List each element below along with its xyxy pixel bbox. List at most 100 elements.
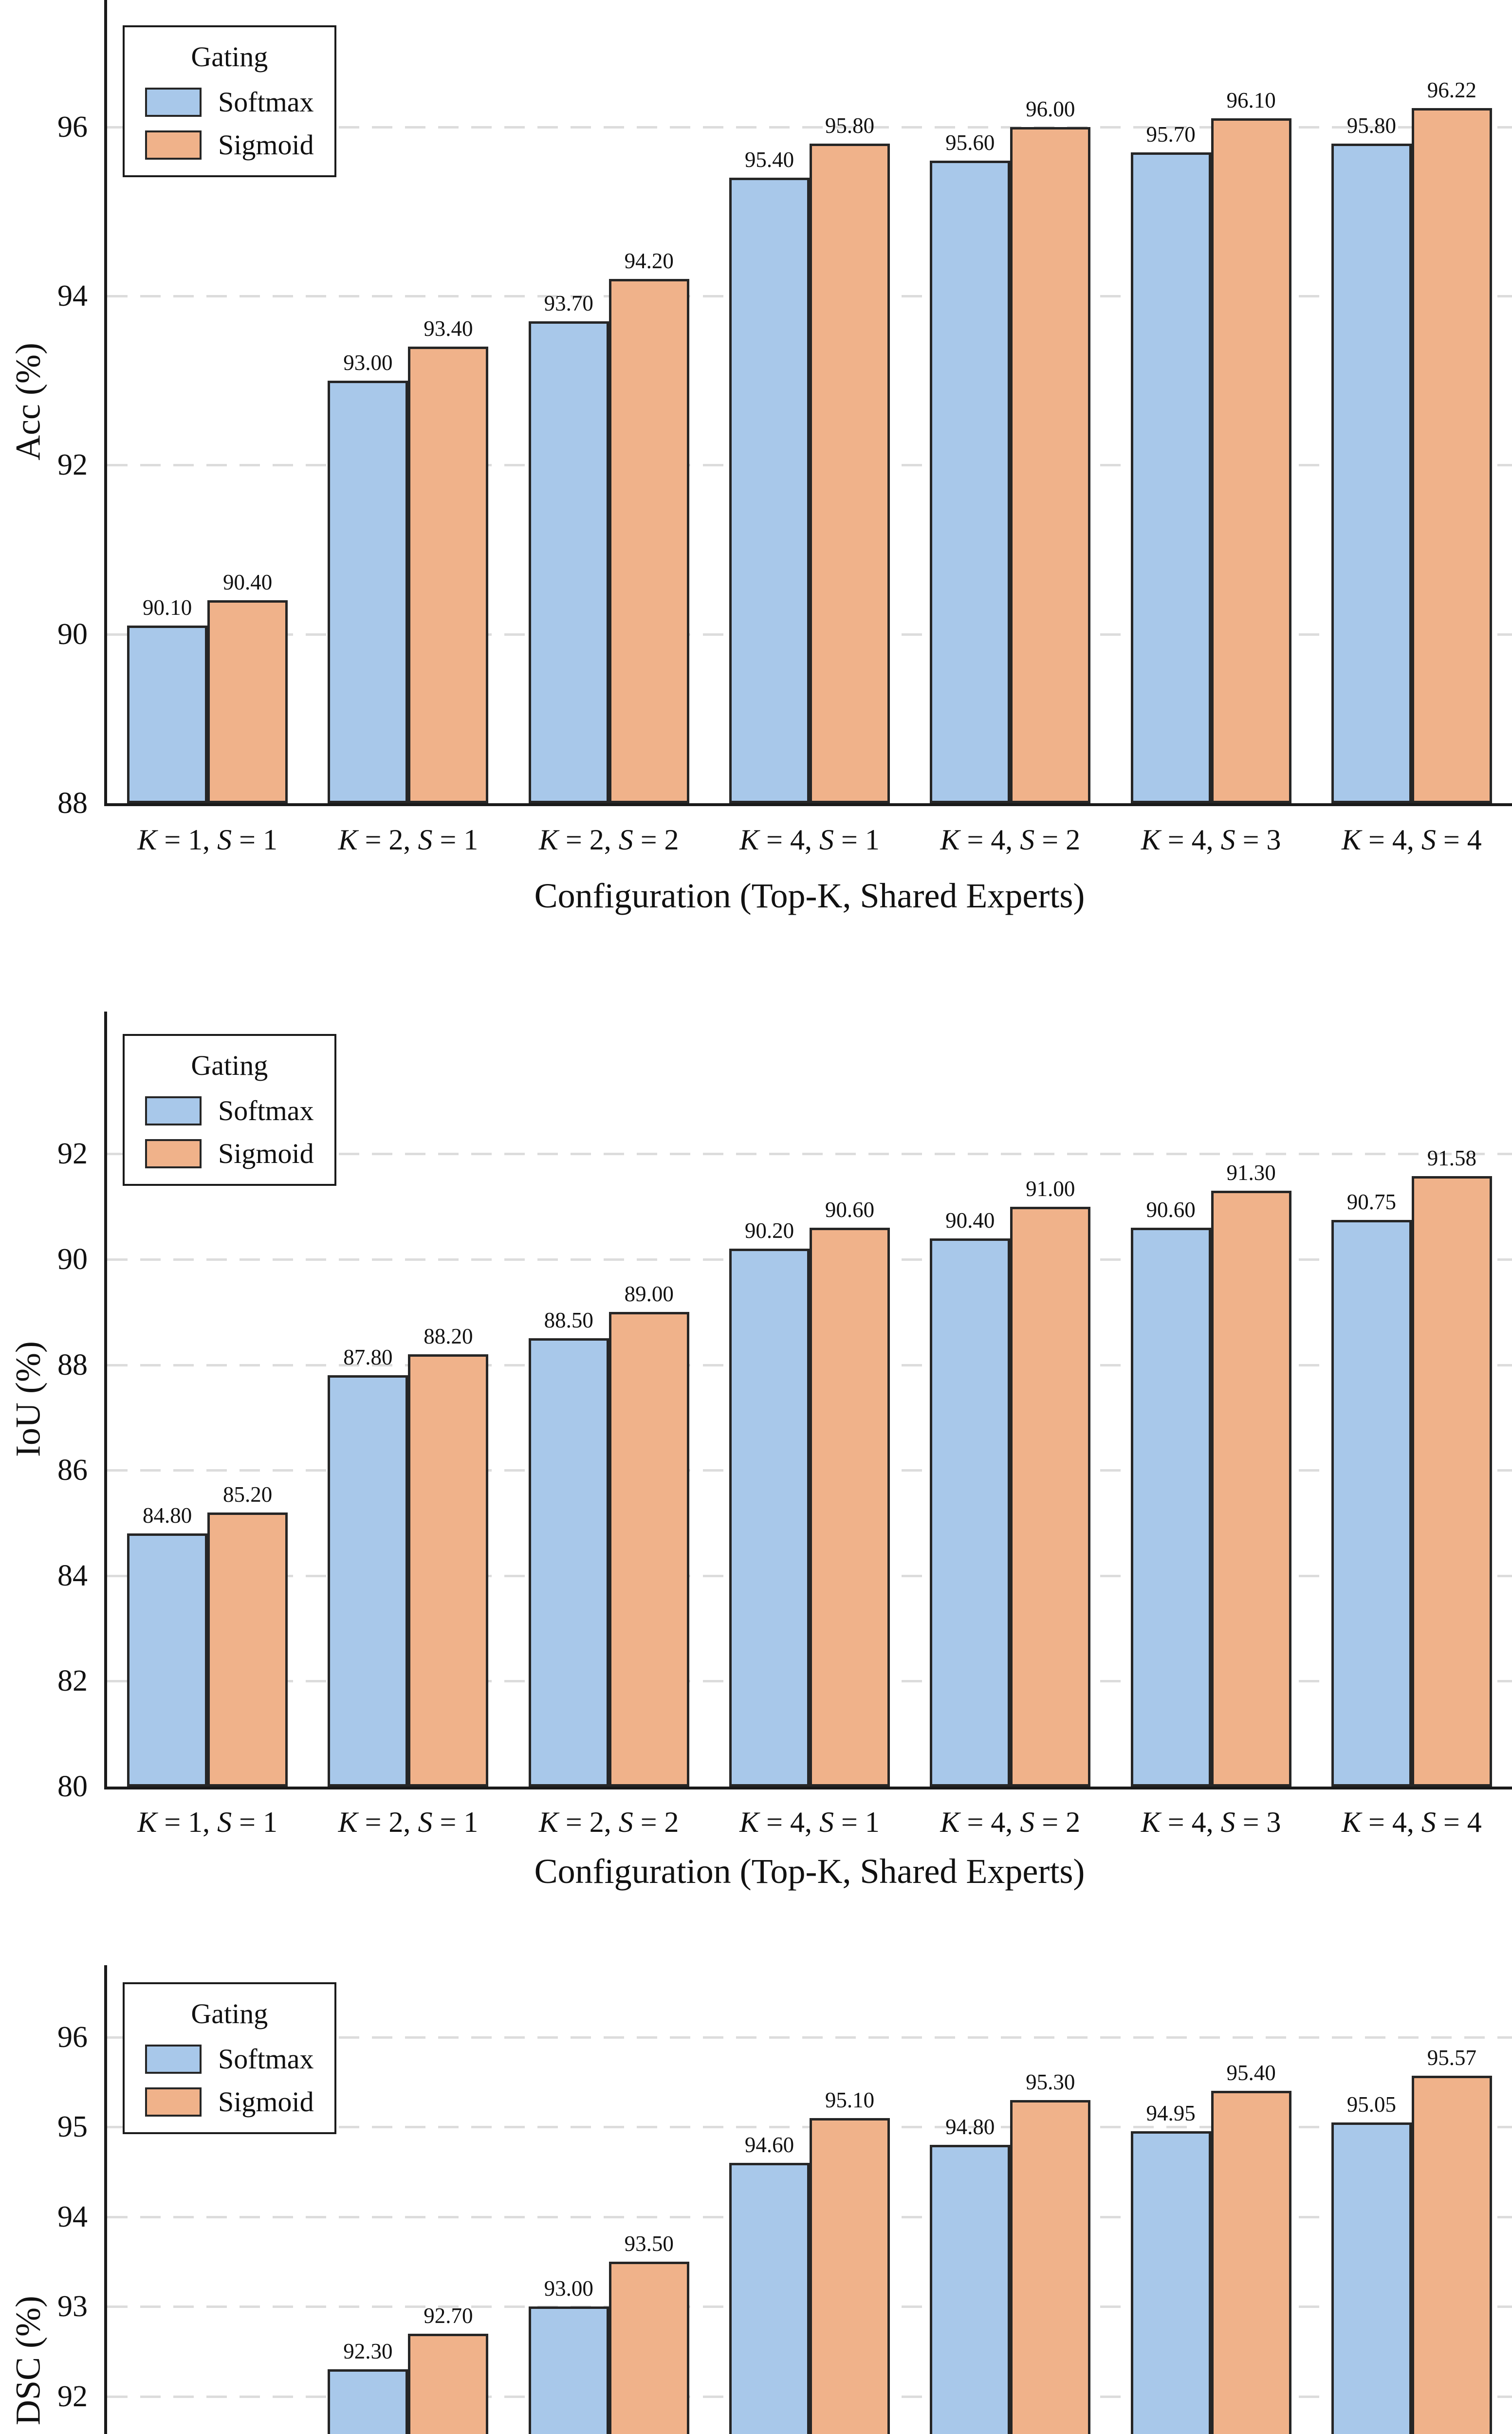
legend: Gating Softmax Sigmoid bbox=[123, 1982, 336, 2134]
y-tick-label: 84 bbox=[57, 1559, 88, 1592]
bar-value-label: 90.40 bbox=[945, 1208, 995, 1233]
bar-value-label: 96.00 bbox=[1026, 96, 1075, 121]
bar-sigmoid bbox=[408, 1354, 489, 1787]
bar-value-label: 95.40 bbox=[744, 147, 794, 172]
y-tick-label: 96 bbox=[57, 2020, 88, 2054]
bar-sigmoid bbox=[1411, 1176, 1492, 1787]
bar-value-label: 91.30 bbox=[1226, 1161, 1276, 1185]
bar-value-label: 91.00 bbox=[1026, 1176, 1075, 1201]
bar-value-label: 95.05 bbox=[1346, 2092, 1396, 2117]
bar-value-label: 94.95 bbox=[1146, 2101, 1196, 2126]
bar-value-label: 85.20 bbox=[223, 1482, 273, 1507]
x-tick-label: K = 4, S = 2 bbox=[940, 824, 1081, 856]
legend-item-softmax: Softmax bbox=[145, 2044, 314, 2075]
y-tick-label: 92 bbox=[57, 1137, 88, 1171]
y-axis-spine bbox=[104, 1012, 107, 1789]
gridline bbox=[107, 1153, 1512, 1156]
y-tick-label: 93 bbox=[57, 2290, 88, 2323]
bar-softmax bbox=[930, 1238, 1011, 1787]
bar-sigmoid bbox=[1411, 2075, 1492, 2434]
bar-value-label: 95.80 bbox=[1346, 113, 1396, 138]
bar-sigmoid bbox=[608, 279, 689, 803]
legend-item-softmax: Softmax bbox=[145, 87, 314, 118]
y-tick-label: 94 bbox=[57, 2200, 88, 2233]
y-tick-label: 82 bbox=[57, 1664, 88, 1698]
bar-value-label: 90.75 bbox=[1346, 1189, 1396, 1214]
y-tick-label: 88 bbox=[57, 787, 88, 820]
legend-swatch-softmax bbox=[145, 88, 202, 117]
bar-sigmoid bbox=[1211, 1191, 1291, 1787]
legend: Gating Softmax Sigmoid bbox=[123, 25, 336, 177]
legend-label: Softmax bbox=[218, 2043, 314, 2075]
legend-item-sigmoid: Sigmoid bbox=[145, 129, 314, 161]
legend: Gating Softmax Sigmoid bbox=[123, 1034, 336, 1186]
legend-item-softmax: Softmax bbox=[145, 1095, 314, 1126]
bar-softmax bbox=[1331, 1219, 1412, 1787]
bar-softmax bbox=[328, 1375, 408, 1787]
bar-value-label: 84.80 bbox=[143, 1503, 192, 1528]
bar-sigmoid bbox=[810, 144, 890, 803]
bar-sigmoid bbox=[810, 2118, 890, 2434]
gridline bbox=[107, 2036, 1512, 2039]
legend-title: Gating bbox=[191, 41, 268, 73]
y-tick-label: 92 bbox=[57, 448, 88, 482]
bar-value-label: 96.22 bbox=[1427, 78, 1476, 103]
x-axis-spine bbox=[104, 1787, 1512, 1789]
bar-sigmoid bbox=[1010, 127, 1091, 803]
y-axis-title: Acc (%) bbox=[8, 343, 48, 461]
bar-value-label: 92.30 bbox=[343, 2339, 393, 2364]
y-tick-label: 95 bbox=[57, 2110, 88, 2144]
bar-sigmoid bbox=[1411, 108, 1492, 803]
bar-softmax bbox=[1130, 2131, 1211, 2434]
y-axis-spine bbox=[104, 0, 107, 806]
bar-sigmoid bbox=[608, 2262, 689, 2434]
y-tick-label: 80 bbox=[57, 1770, 88, 1803]
x-tick-label: K = 4, S = 1 bbox=[739, 824, 880, 856]
y-tick-label: 94 bbox=[57, 279, 88, 313]
legend-title: Gating bbox=[191, 1998, 268, 2029]
legend-swatch-sigmoid bbox=[145, 1139, 202, 1168]
bar-sigmoid bbox=[810, 1228, 890, 1787]
bar-softmax bbox=[1331, 144, 1412, 803]
legend-swatch-sigmoid bbox=[145, 130, 202, 160]
bar-softmax bbox=[127, 1533, 208, 1787]
x-tick-label: K = 4, S = 4 bbox=[1341, 824, 1482, 856]
x-tick-label: K = 4, S = 3 bbox=[1141, 824, 1281, 856]
bar-value-label: 88.20 bbox=[424, 1324, 473, 1348]
bar-value-label: 95.57 bbox=[1427, 2045, 1476, 2070]
x-tick-label: K = 4, S = 3 bbox=[1141, 1806, 1281, 1838]
bar-value-label: 92.70 bbox=[424, 2303, 473, 2328]
y-tick-label: 90 bbox=[57, 617, 88, 651]
bar-value-label: 91.58 bbox=[1427, 1145, 1476, 1170]
bar-softmax bbox=[930, 161, 1011, 803]
bar-softmax bbox=[729, 1249, 810, 1787]
x-tick-label: K = 2, S = 1 bbox=[338, 1806, 479, 1838]
legend-label: Sigmoid bbox=[218, 2086, 314, 2118]
bar-sigmoid bbox=[1211, 2091, 1291, 2434]
bar-softmax bbox=[729, 2163, 810, 2434]
x-axis-title: Configuration (Top-K, Shared Experts) bbox=[534, 876, 1085, 915]
bar-sigmoid bbox=[408, 347, 489, 803]
x-tick-label: K = 2, S = 2 bbox=[538, 1806, 679, 1838]
x-axis-title: Configuration (Top-K, Shared Experts) bbox=[534, 1852, 1085, 1891]
bar-softmax bbox=[328, 380, 408, 803]
bar-value-label: 95.40 bbox=[1226, 2061, 1276, 2085]
bar-value-label: 90.20 bbox=[744, 1218, 794, 1243]
bar-softmax bbox=[528, 321, 609, 803]
legend-item-sigmoid: Sigmoid bbox=[145, 2086, 314, 2118]
bar-value-label: 93.00 bbox=[343, 350, 393, 375]
bar-value-label: 90.40 bbox=[223, 570, 273, 595]
legend-swatch-softmax bbox=[145, 1096, 202, 1125]
bar-value-label: 96.10 bbox=[1226, 88, 1276, 113]
legend-label: Softmax bbox=[218, 1095, 314, 1126]
x-tick-label: K = 1, S = 1 bbox=[137, 824, 277, 856]
y-tick-label: 92 bbox=[57, 2379, 88, 2413]
bar-sigmoid bbox=[408, 2333, 489, 2434]
iou-chart: IoU (%) 80 82 84 86 88 90 92 84.80 85.20 K = 1, S … bbox=[0, 957, 1512, 1914]
x-tick-label: K = 1, S = 1 bbox=[137, 1806, 277, 1838]
bar-value-label: 93.00 bbox=[544, 2276, 593, 2301]
legend-item-sigmoid: Sigmoid bbox=[145, 1138, 314, 1169]
bar-softmax bbox=[127, 626, 208, 803]
bar-value-label: 93.40 bbox=[424, 316, 473, 341]
